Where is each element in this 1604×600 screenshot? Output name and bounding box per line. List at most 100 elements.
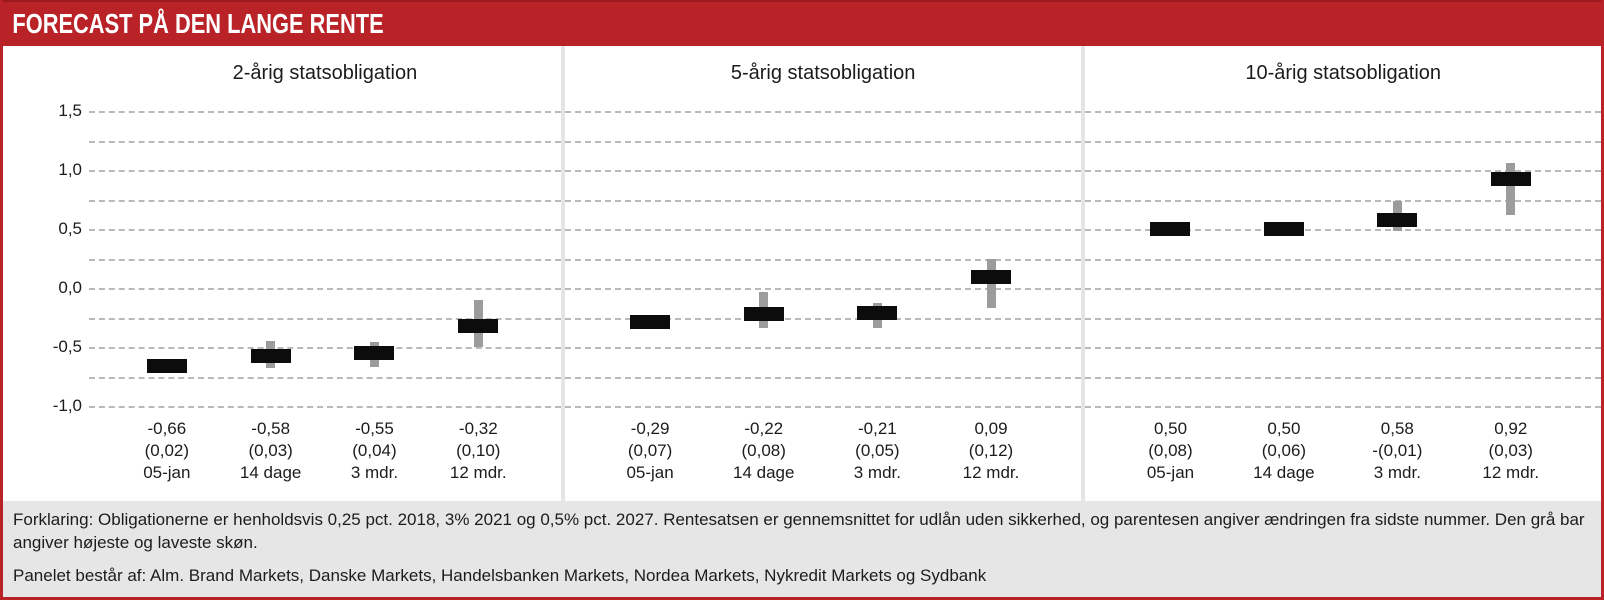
gridline — [564, 317, 1082, 320]
y-axis-tick: -0,5 — [52, 337, 82, 356]
gridline — [1085, 258, 1601, 261]
point-label: 0,58 -(0,01) 3 mdr. — [1332, 418, 1462, 484]
gridline — [89, 258, 561, 261]
point-label: 0,92 (0,03) 12 mdr. — [1446, 418, 1576, 484]
point-label: 0,50 (0,08) 05-jan — [1105, 418, 1235, 484]
gridline — [89, 199, 561, 202]
point-label: -0,29 (0,07) 05-jan — [585, 418, 715, 484]
point-label: -0,22 (0,08) 14 dage — [699, 418, 829, 484]
point-label-line: -(0,01) — [1372, 441, 1423, 460]
point-label-line: (0,10) — [456, 441, 501, 460]
point-label-line: 12 mdr. — [1482, 463, 1540, 482]
point-label-line: -0,66 — [147, 419, 187, 438]
forecast-bar — [857, 305, 898, 320]
gridline — [564, 140, 1082, 143]
gridline — [89, 170, 561, 172]
point-label-line: 0,09 — [974, 419, 1008, 438]
forecast-bar — [458, 318, 499, 333]
panel-3: 10-årig statsobligation 0,50 (0,08) 05-jan 0… — [1081, 46, 1601, 501]
gridline — [89, 111, 561, 113]
point-label-line: -0,58 — [251, 419, 291, 438]
forecast-bar — [1490, 172, 1531, 187]
gridline — [564, 347, 1082, 349]
point-label-line: 14 dage — [1253, 463, 1315, 482]
gridline — [1085, 111, 1601, 113]
point-label-line: (0,06) — [1261, 441, 1307, 460]
point-label-line: -0,29 — [630, 419, 670, 438]
point-label-line: 12 mdr. — [962, 463, 1020, 482]
gridline — [1085, 140, 1601, 143]
gridline — [1085, 288, 1601, 290]
point-label-line: (0,03) — [248, 441, 293, 460]
forecast-bar — [971, 270, 1012, 285]
gridline — [564, 170, 1082, 172]
point-label: -0,32 (0,10) 12 mdr. — [413, 418, 543, 484]
page-title: FORECAST PÅ DEN LANGE RENTE — [12, 8, 384, 39]
panels: 2-årig statsobligation -0,66 (0,02) 05-jan -… — [89, 46, 1601, 501]
point-label-line: -0,21 — [858, 419, 897, 438]
point-label-line: 0,58 — [1380, 419, 1414, 438]
gridline — [89, 376, 561, 379]
panel-title: 10-årig statsobligation — [1245, 62, 1442, 84]
gridline — [564, 199, 1082, 202]
gridline — [89, 406, 561, 408]
footer-explanation: Forklaring: Obligationerne er henholdsvi… — [13, 510, 1585, 552]
point-label: -0,55 (0,04) 3 mdr. — [309, 418, 439, 484]
forecast-bar — [743, 306, 784, 321]
point-label-line: -0,55 — [355, 419, 394, 438]
point-label-line: 3 mdr. — [350, 463, 399, 482]
gridline — [564, 258, 1082, 261]
range-whisker — [1506, 162, 1516, 215]
panel-1: 2-årig statsobligation -0,66 (0,02) 05-jan -… — [89, 46, 561, 501]
y-axis-tick: 0,5 — [58, 219, 82, 238]
gridline — [89, 288, 561, 290]
point-label-line: 0,50 — [1267, 419, 1301, 438]
point-label-line: -0,32 — [458, 419, 498, 438]
point-label-line: 0,92 — [1494, 419, 1528, 438]
y-axis-tick: 1,5 — [58, 101, 82, 120]
point-label-line: 3 mdr. — [853, 463, 901, 482]
forecast-bar — [146, 358, 187, 373]
gridline — [1085, 199, 1601, 202]
point-label-line: (0,12) — [968, 441, 1014, 460]
point-label-line: (0,07) — [627, 441, 673, 460]
point-label-line: -0,22 — [744, 419, 784, 438]
point-label-line: (0,05) — [855, 441, 900, 460]
gridline — [89, 229, 561, 231]
gridline — [1085, 406, 1601, 408]
point-label-line: (0,08) — [1148, 441, 1193, 460]
gridline — [1085, 229, 1601, 231]
forecast-bar — [354, 345, 395, 360]
panel-title: 2-årig statsobligation — [232, 62, 418, 84]
point-label-line: 14 dage — [239, 463, 302, 482]
gridline — [564, 111, 1082, 113]
gridline — [89, 317, 561, 320]
gridline — [564, 406, 1082, 408]
gridline — [89, 140, 561, 143]
header-banner: FORECAST PÅ DEN LANGE RENTE — [3, 0, 1601, 46]
gridline — [1085, 376, 1601, 379]
point-label-line: 3 mdr. — [1373, 463, 1421, 482]
point-label: 0,50 (0,06) 14 dage — [1219, 418, 1349, 484]
footer-notes: Forklaring: Obligationerne er henholdsvi… — [3, 501, 1601, 597]
point-label-line: 14 dage — [733, 463, 795, 482]
point-label: -0,66 (0,02) 05-jan — [102, 418, 232, 484]
point-label: -0,21 (0,05) 3 mdr. — [812, 418, 942, 484]
point-label-line: (0,04) — [352, 441, 397, 460]
gridline — [564, 376, 1082, 379]
y-axis-tick: 0,0 — [58, 278, 82, 297]
gridline — [1085, 170, 1601, 172]
point-label-line: (0,03) — [1488, 441, 1533, 460]
footer-panel-note: Panelet består af: Alm. Brand Markets, D… — [13, 566, 987, 585]
gridline — [1085, 347, 1601, 349]
forecast-bar — [630, 315, 671, 330]
y-axis-tick: -1,0 — [52, 396, 82, 415]
panel-2: 5-årig statsobligation -0,29 (0,07) 05-jan -… — [560, 46, 1082, 501]
y-axis-tick: 1,0 — [58, 160, 82, 179]
y-axis: 1,5 1,0 0,5 0,0 -0,5 -1,0 — [3, 46, 89, 501]
point-label-line: (0,08) — [741, 441, 786, 460]
panel-title: 5-årig statsobligation — [730, 62, 916, 84]
forecast-bar — [1377, 212, 1418, 227]
point-label-line: 12 mdr. — [449, 463, 507, 482]
